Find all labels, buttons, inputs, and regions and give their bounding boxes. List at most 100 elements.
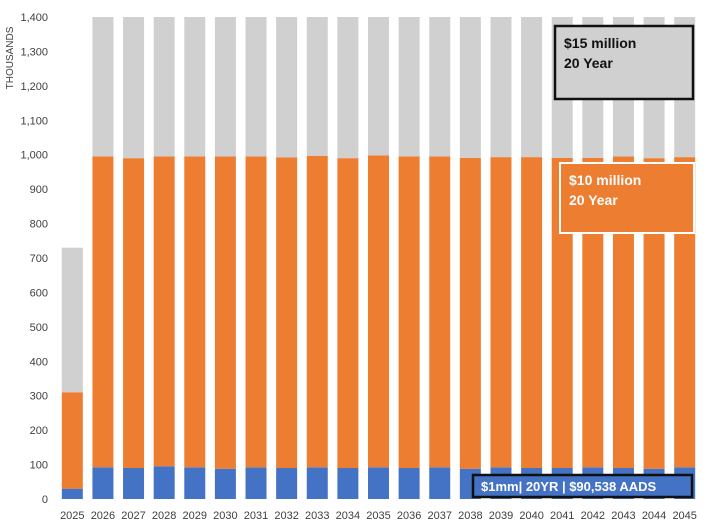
bar-segment-2027-s1	[123, 158, 145, 469]
y-tick-label: 1,300	[20, 46, 48, 58]
x-tick-label: 2045	[672, 510, 696, 522]
bar-segment-2027-s0	[123, 468, 145, 499]
bar-segment-2039-s2	[490, 17, 512, 158]
y-tick-label: 1,200	[20, 81, 48, 93]
x-tick-label: 2029	[183, 510, 207, 522]
bar-segment-2041-s1	[551, 157, 573, 469]
bar-segment-2042-s1	[582, 157, 604, 468]
x-tick-label: 2038	[458, 510, 482, 522]
y-tick-label: 600	[30, 287, 48, 299]
bar-segment-2038-s1	[459, 157, 481, 469]
bar-segment-2031-s0	[245, 467, 267, 499]
bar-segment-2030-s2	[214, 17, 236, 157]
y-tick-label: 800	[30, 219, 48, 231]
bar-segment-2025-s1	[61, 392, 83, 489]
x-tick-label: 2043	[611, 510, 635, 522]
bar-segment-2026-s1	[92, 156, 114, 468]
annotation-box-bg	[553, 24, 695, 101]
y-axis-title: THOUSANDS	[5, 26, 16, 89]
bar-segment-2032-s0	[276, 468, 298, 499]
bar-segment-2028-s2	[153, 17, 175, 157]
y-tick-label: 0	[42, 494, 48, 506]
x-tick-label: 2027	[121, 510, 145, 522]
bar-segment-2040-s1	[521, 157, 543, 469]
annotation-text: $15 million	[564, 35, 636, 51]
bar-segment-2037-s2	[429, 17, 451, 157]
bar-segment-2033-s1	[306, 155, 328, 468]
bar-segment-2028-s0	[153, 466, 175, 499]
bar-segment-2037-s1	[429, 156, 451, 468]
bar-segment-2034-s2	[337, 17, 359, 159]
y-tick-label: 500	[30, 322, 48, 334]
x-tick-label: 2031	[244, 510, 268, 522]
x-tick-label: 2039	[489, 510, 513, 522]
annotation-text: $1mm| 20YR | $90,538 AADS	[481, 479, 656, 494]
bar-segment-2029-s0	[184, 467, 206, 499]
annotation-text: 20 Year	[569, 192, 618, 208]
annotation-text: $10 million	[569, 172, 641, 188]
x-tick-label: 2033	[305, 510, 329, 522]
x-tick-label: 2026	[91, 510, 115, 522]
annotations-layer: $15 million 20 Year $10 million 20 Year $1mm…	[471, 24, 695, 499]
x-axis-ticks: 2025 2026 2027 2028 2029 2030 2031 2032 2033 2034…	[60, 510, 697, 522]
bar-segment-2034-s0	[337, 468, 359, 499]
bar-segment-2025-s2	[61, 247, 83, 393]
bar-segment-2029-s1	[184, 156, 206, 468]
bar-segment-2034-s1	[337, 158, 359, 469]
annotation-box-1: $15 million 20 Year	[553, 24, 695, 101]
bar-segment-2044-s1	[643, 158, 665, 469]
bar-segment-2036-s0	[398, 468, 420, 499]
bar-segment-2029-s2	[184, 17, 206, 157]
x-tick-label: 2032	[274, 510, 298, 522]
bar-segment-2031-s1	[245, 156, 267, 468]
x-tick-label: 2040	[519, 510, 543, 522]
annotation-box-bg	[559, 162, 695, 234]
x-tick-label: 2035	[366, 510, 390, 522]
bar-segment-2033-s0	[306, 467, 328, 499]
bar-segment-2026-s2	[92, 17, 114, 157]
y-tick-label: 200	[30, 425, 48, 437]
bar-segment-2027-s2	[123, 17, 145, 159]
bar-segment-2033-s2	[306, 17, 328, 156]
y-tick-label: 300	[30, 391, 48, 403]
y-tick-label: 100	[30, 460, 48, 472]
y-tick-label: 1,100	[20, 115, 48, 127]
bar-segment-2040-s2	[521, 17, 543, 158]
y-tick-label: 1,400	[20, 12, 48, 24]
bar-segment-2032-s1	[276, 157, 298, 469]
annotation-box-bg	[471, 473, 694, 499]
y-tick-label: 700	[30, 253, 48, 265]
x-tick-label: 2041	[550, 510, 574, 522]
bar-segment-2035-s2	[368, 17, 389, 156]
bar-segment-2030-s1	[214, 156, 236, 469]
x-tick-label: 2036	[397, 510, 421, 522]
x-tick-label: 2037	[427, 510, 451, 522]
y-tick-label: 1,000	[20, 150, 48, 162]
bars-layer	[61, 17, 696, 499]
bar-segment-2030-s0	[214, 468, 236, 499]
bar-segment-2032-s2	[276, 17, 298, 158]
y-axis-ticks: 0 100 200 300 400 500 600 700 800 900 1,000 1,100 1,…	[20, 12, 48, 506]
x-tick-label: 2034	[336, 510, 360, 522]
bar-segment-2036-s2	[398, 17, 420, 157]
bar-segment-2025-s0	[61, 488, 83, 499]
bar-segment-2035-s1	[368, 155, 389, 468]
bar-segment-2037-s0	[429, 467, 451, 499]
bar-segment-2039-s1	[490, 157, 512, 468]
x-tick-label: 2030	[213, 510, 237, 522]
bar-segment-2035-s0	[368, 467, 389, 499]
x-tick-label: 2028	[152, 510, 176, 522]
bar-segment-2028-s1	[153, 156, 175, 467]
x-tick-label: 2044	[642, 510, 666, 522]
bar-segment-2045-s1	[674, 157, 696, 468]
annotation-text: 20 Year	[564, 55, 613, 71]
bar-segment-2031-s2	[245, 17, 267, 157]
y-tick-label: 400	[30, 356, 48, 368]
y-tick-label: 900	[30, 184, 48, 196]
annotation-box-2: $10 million 20 Year	[559, 162, 695, 234]
bar-segment-2036-s1	[398, 156, 420, 469]
bar-segment-2026-s0	[92, 467, 114, 499]
x-tick-label: 2042	[581, 510, 605, 522]
